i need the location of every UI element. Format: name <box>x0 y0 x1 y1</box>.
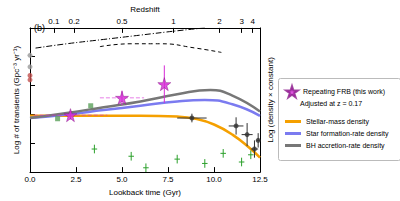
svg-text:Stellar-mass density: Stellar-mass density <box>306 118 370 126</box>
svg-text:0.2: 0.2 <box>69 17 81 26</box>
svg-text:(b): (b) <box>34 23 45 33</box>
svg-text:Adjusted at z = 0.17: Adjusted at z = 0.17 <box>300 100 362 108</box>
svg-text:5.0: 5.0 <box>116 175 128 184</box>
svg-text:10.0: 10.0 <box>206 175 222 184</box>
svg-text:1: 1 <box>171 17 176 26</box>
svg-text:2.5: 2.5 <box>70 175 82 184</box>
svg-text:12.5: 12.5 <box>252 175 268 184</box>
svg-text:Log # of transients (Gpc⁻³ yr⁻: Log # of transients (Gpc⁻³ yr⁻¹) <box>12 46 21 155</box>
svg-text:BH accretion-rate density: BH accretion-rate density <box>306 142 385 150</box>
svg-text:Repeating FRB (this work): Repeating FRB (this work) <box>303 88 385 96</box>
svg-text:4: 4 <box>250 17 255 26</box>
svg-text:7.5: 7.5 <box>162 175 174 184</box>
svg-text:0.1: 0.1 <box>48 17 60 26</box>
svg-text:3: 3 <box>239 17 244 26</box>
svg-text:2: 2 <box>217 17 222 26</box>
svg-text:Redshift: Redshift <box>130 5 160 14</box>
svg-text:Star formation-rate density: Star formation-rate density <box>306 130 389 138</box>
svg-text:0.5: 0.5 <box>116 17 128 26</box>
svg-text:Log (density × constant): Log (density × constant) <box>266 57 275 143</box>
svg-text:0.0: 0.0 <box>24 175 36 184</box>
svg-text:Lookback time (Gyr): Lookback time (Gyr) <box>109 188 181 197</box>
